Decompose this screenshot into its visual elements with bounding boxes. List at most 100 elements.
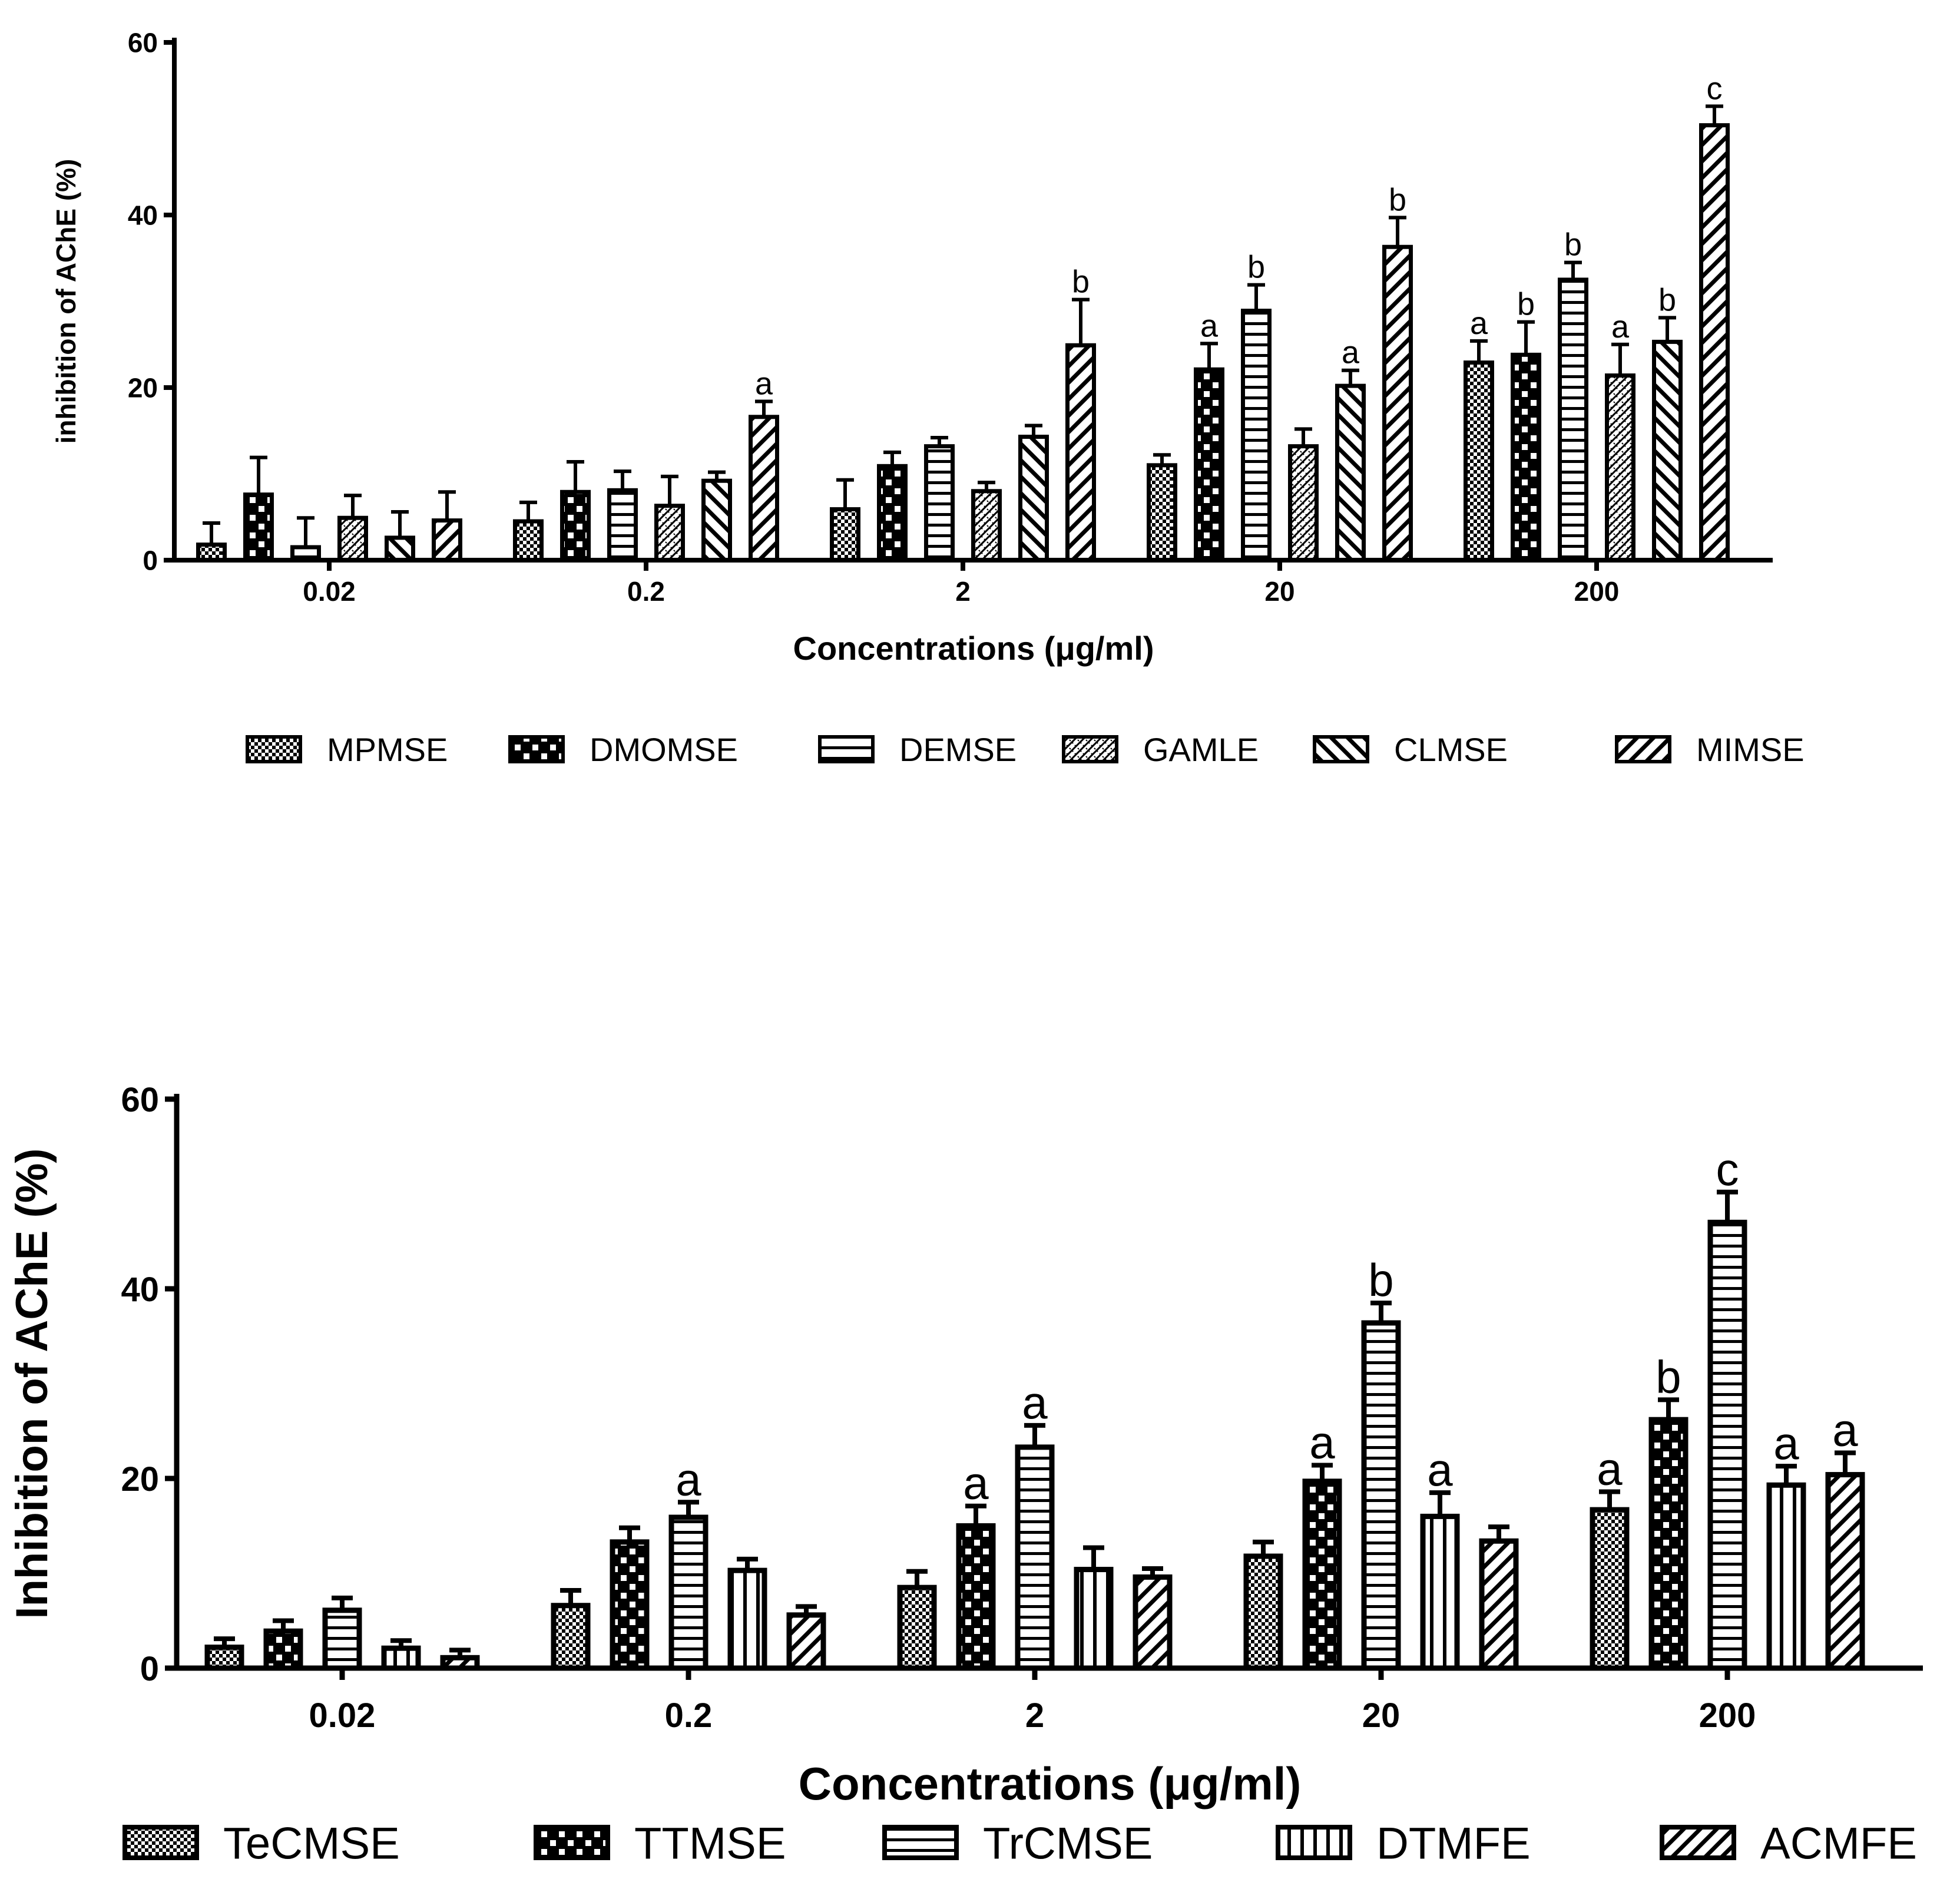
bar-mpmse-20 — [1147, 463, 1177, 563]
legend-label: TrCMSE — [983, 1818, 1153, 1868]
significance-label: b — [1656, 1351, 1681, 1402]
bar-dtmfe-0.2 — [727, 1567, 767, 1671]
bar-trcmse-20 — [1361, 1320, 1401, 1671]
bar-clmse-0.2 — [701, 478, 732, 563]
bar-gamle-2 — [971, 489, 1002, 563]
bar-ttmse-20 — [1302, 1478, 1342, 1671]
bar-gamle-0.2 — [654, 504, 685, 563]
significance-label: a — [1427, 1444, 1453, 1496]
legend-swatch-trcmse — [882, 1825, 959, 1860]
y-tick-label: 20 — [128, 373, 158, 403]
bar-gamle-0.02 — [337, 515, 368, 563]
x-axis-title: Concentrations (μg/ml) — [793, 630, 1154, 667]
significance-label: b — [1072, 264, 1090, 300]
y-tick-label: 60 — [128, 28, 158, 58]
legend-label: MPMSE — [327, 731, 448, 768]
legend-label: ACMFE — [1760, 1818, 1917, 1868]
bar-mimse-0.02 — [432, 518, 462, 563]
x-tick-label: 2 — [955, 576, 971, 607]
bar-gamle-200 — [1605, 373, 1635, 563]
bar-tecmse-0.02 — [204, 1645, 244, 1671]
legend-label: DTMFE — [1376, 1818, 1531, 1868]
bar-acmfe-20 — [1479, 1538, 1519, 1671]
bar-mpmse-200 — [1464, 360, 1494, 563]
significance-label: a — [1342, 335, 1360, 370]
legend-label: CLMSE — [1394, 731, 1508, 768]
x-tick-label: 0.02 — [309, 1696, 376, 1735]
significance-label: a — [1832, 1404, 1858, 1456]
bar-tecmse-0.2 — [551, 1603, 591, 1671]
y-tick-label: 0 — [143, 545, 158, 576]
legend-label: MIMSE — [1696, 731, 1805, 768]
x-axis-title: Concentrations (μg/ml) — [799, 1758, 1302, 1809]
bar-mpmse-0.2 — [513, 519, 544, 563]
bar-demse-2 — [924, 444, 955, 563]
bar-trcmse-200 — [1707, 1219, 1747, 1671]
significance-label: a — [755, 366, 773, 401]
y-axis-title: Inhibition of AChE (%) — [7, 1148, 57, 1619]
significance-label: a — [1309, 1416, 1335, 1468]
significance-label: a — [1470, 306, 1488, 341]
legend-swatch-clmse — [1313, 735, 1369, 763]
significance-label: b — [1564, 227, 1582, 263]
legend-swatch-ttmse — [534, 1825, 610, 1860]
legend-swatch-acmfe — [1660, 1825, 1736, 1860]
bar-demse-20 — [1241, 309, 1272, 563]
bar-mimse-2 — [1065, 343, 1096, 563]
bar-dmomse-20 — [1194, 367, 1224, 563]
bar-ttmse-0.02 — [263, 1628, 303, 1671]
y-tick-label: 20 — [121, 1460, 159, 1498]
bar-trcmse-0.2 — [668, 1514, 708, 1671]
bar-clmse-2 — [1018, 435, 1049, 563]
bar-dtmfe-0.02 — [381, 1645, 421, 1671]
bar-clmse-20 — [1335, 383, 1366, 563]
bar-acmfe-200 — [1825, 1472, 1865, 1671]
x-tick-label: 200 — [1699, 1696, 1756, 1735]
significance-label: b — [1389, 182, 1406, 217]
x-tick-label: 200 — [1574, 576, 1620, 607]
bar-tecmse-2 — [897, 1584, 937, 1671]
x-tick-label: 0.2 — [627, 576, 665, 607]
legend-swatch-demse — [818, 735, 875, 763]
bar-trcmse-2 — [1015, 1444, 1055, 1671]
legend-label: DEMSE — [899, 731, 1017, 768]
significance-label: a — [676, 1453, 701, 1505]
x-tick-label: 20 — [1264, 576, 1294, 607]
significance-label: c — [1707, 71, 1723, 106]
significance-label: a — [1022, 1377, 1048, 1428]
legend-label: TTMSE — [634, 1818, 786, 1868]
y-tick-label: 60 — [121, 1081, 159, 1119]
legend-label: TeCMSE — [223, 1818, 400, 1868]
bar-ttmse-0.2 — [610, 1539, 650, 1671]
significance-label: b — [1368, 1254, 1393, 1306]
bar-tecmse-200 — [1590, 1507, 1630, 1671]
bar-dmomse-200 — [1511, 352, 1541, 563]
significance-label: a — [1773, 1417, 1799, 1469]
bar-clmse-0.02 — [385, 535, 415, 563]
bar-dmomse-0.2 — [560, 489, 591, 563]
significance-label: a — [1597, 1443, 1623, 1495]
bar-dtmfe-20 — [1420, 1513, 1460, 1671]
significance-label: c — [1716, 1143, 1739, 1195]
x-tick-label: 0.02 — [303, 576, 356, 607]
bar-ttmse-200 — [1648, 1417, 1688, 1671]
significance-label: a — [1611, 309, 1630, 345]
bar-mimse-0.2 — [749, 415, 779, 563]
bar-dtmfe-2 — [1074, 1567, 1114, 1671]
legend-label: DMOMSE — [590, 731, 738, 768]
x-tick-label: 20 — [1362, 1696, 1401, 1735]
bar-clmse-200 — [1652, 339, 1683, 563]
y-tick-label: 0 — [140, 1650, 159, 1688]
y-axis-title: inhibition of AChE (%) — [51, 159, 81, 444]
bar-mpmse-2 — [830, 507, 860, 563]
significance-label: b — [1517, 287, 1535, 322]
legend-swatch-tecmse — [122, 1825, 199, 1860]
legend-swatch-mpmse — [246, 735, 302, 763]
bar-mimse-200 — [1699, 123, 1730, 563]
legend-swatch-mimse — [1615, 735, 1671, 763]
y-tick-label: 40 — [128, 200, 158, 231]
legend-swatch-dmomse — [508, 735, 565, 763]
